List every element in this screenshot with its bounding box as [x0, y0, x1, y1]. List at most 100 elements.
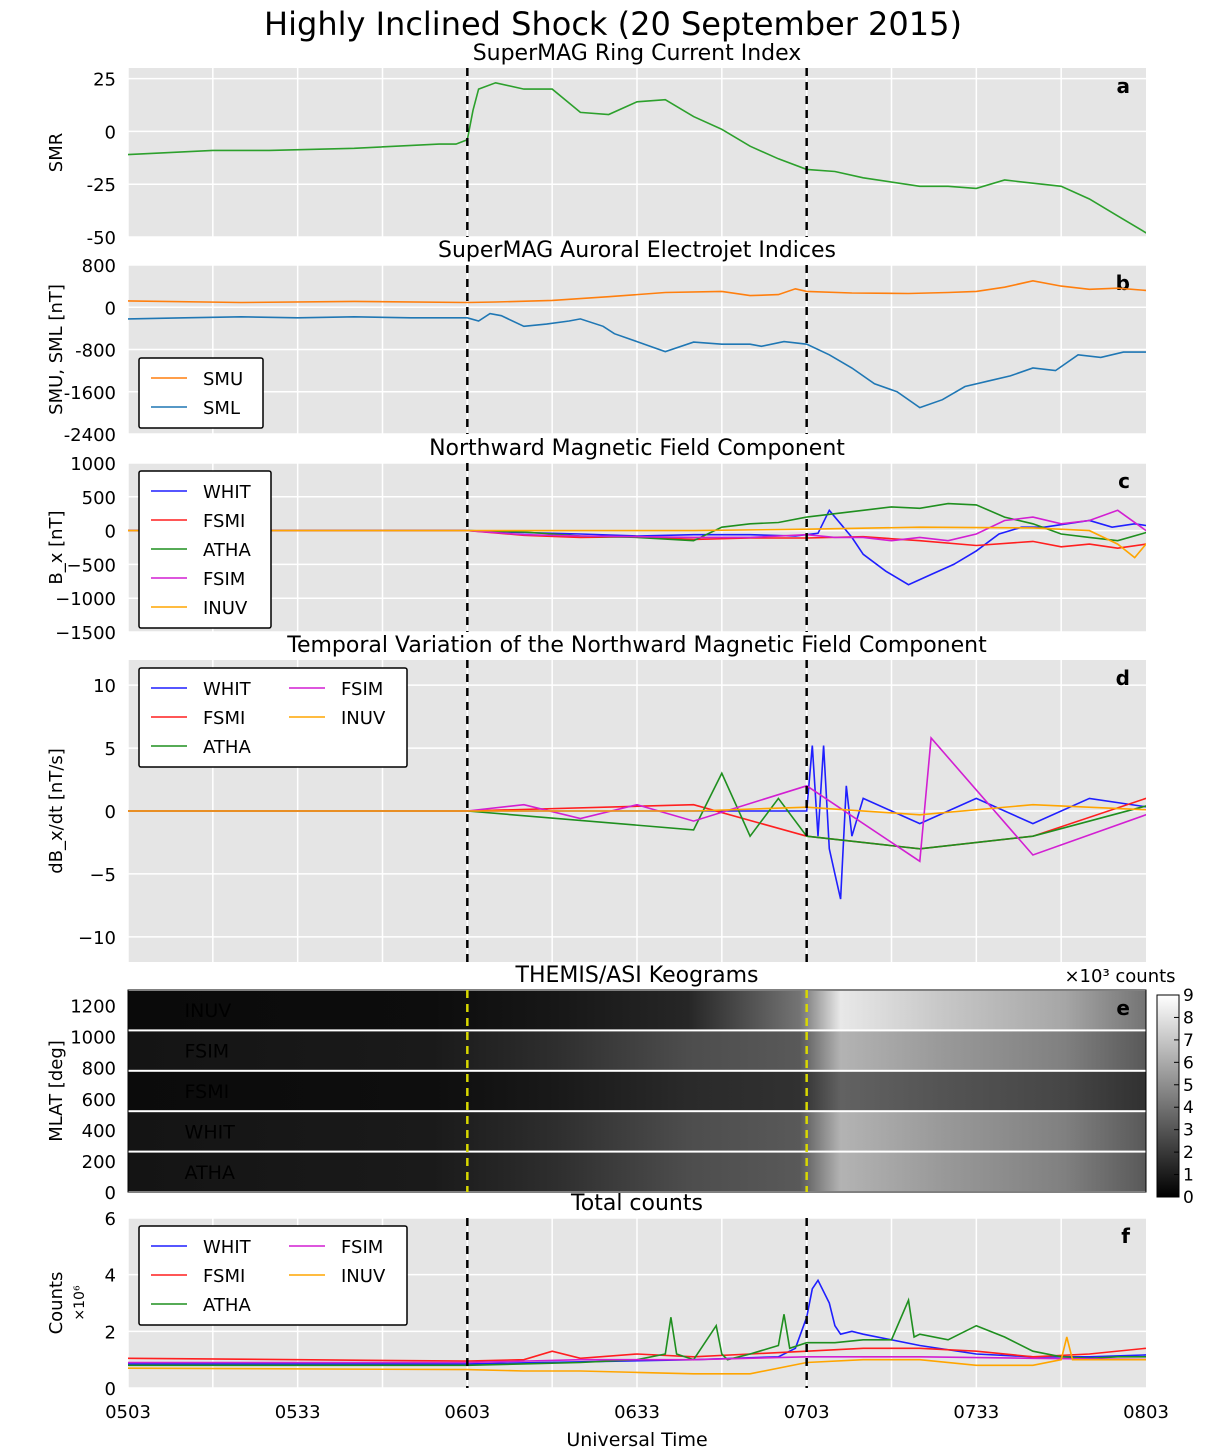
series-line-sml: [128, 312, 1146, 409]
colorbar-tick-label: 3: [1183, 1121, 1194, 1141]
x-tick-label: 0633: [614, 1402, 660, 1423]
x-tick-label: 0803: [1123, 1402, 1169, 1423]
legend-box: [138, 357, 264, 429]
colorbar-tick-label: 2: [1183, 1143, 1194, 1163]
y-tick-label: 4: [105, 1266, 116, 1287]
keogram-frame: [127, 989, 1147, 1193]
panel-b: SuperMAG Auroral Electrojet Indices b 800 0…: [46, 238, 1146, 446]
keogram-strip: [128, 1071, 1146, 1111]
series-line-smr: [128, 81, 1146, 234]
legend-label: INUV: [341, 1266, 386, 1287]
legend-label: WHIT: [203, 1237, 252, 1258]
panel-title: Northward Magnetic Field Component: [429, 436, 845, 461]
panel-title: Temporal Variation of the Northward Magn…: [286, 633, 987, 658]
y-tick-label: −5: [89, 865, 116, 886]
y-tick-label: 1000: [70, 1028, 116, 1049]
keogram-strip: [128, 1152, 1146, 1191]
legend-label: SMU: [203, 369, 243, 390]
panel-letter: e: [1116, 996, 1130, 1020]
colorbar-tick-label: 4: [1183, 1098, 1194, 1118]
legend: WHIT FSMI ATHA FSIM INUV: [138, 667, 408, 768]
panel-title: SuperMAG Ring Current Index: [473, 41, 802, 66]
y-tick-label: -25: [87, 175, 116, 196]
x-axis-label: Universal Time: [566, 1429, 707, 1451]
legend: WHIT FSMI ATHA FSIM INUV: [138, 1225, 408, 1326]
legend-label: INUV: [203, 598, 248, 619]
y-tick-label: 2: [105, 1322, 116, 1343]
y-axis-multiplier: ×10⁶: [72, 1285, 88, 1321]
legend-label: FSIM: [341, 1237, 383, 1258]
series-line-inuv: [128, 1336, 1146, 1375]
y-tick-label: −10: [78, 928, 116, 949]
y-tick-label: 25: [93, 70, 116, 91]
legend-label: FSIM: [203, 569, 245, 590]
panel-letter: d: [1116, 666, 1130, 690]
y-tick-label: -2400: [64, 425, 116, 446]
y-tick-label: 800: [82, 1059, 116, 1080]
panel-title: THEMIS/ASI Keograms: [515, 963, 759, 988]
series-line-atha: [128, 1297, 1146, 1367]
y-tick-label: 10: [93, 676, 116, 697]
y-tick-label: 0: [105, 1183, 116, 1204]
y-tick-label: -1600: [64, 383, 116, 404]
panel-letter: a: [1117, 74, 1131, 98]
x-tick-label: 0703: [784, 1402, 830, 1423]
y-tick-label: 0: [105, 298, 116, 319]
y-tick-label: 0: [105, 1379, 116, 1400]
legend-label: SML: [203, 398, 240, 419]
figure-title: Highly Inclined Shock (20 September 2015…: [264, 5, 962, 43]
colorbar-tick-label: 8: [1183, 1008, 1194, 1028]
legend: SMU SML: [138, 357, 264, 429]
series-line-fsim: [128, 509, 1146, 542]
panel-d: Temporal Variation of the Northward Magn…: [46, 633, 1146, 962]
keogram-station-label: ATHA: [185, 1162, 235, 1184]
keogram-station-label: FSIM: [185, 1041, 230, 1063]
series-line-smu: [128, 279, 1146, 304]
y-tick-label: 1000: [70, 454, 116, 475]
colorbar-tick-label: 0: [1183, 1188, 1194, 1208]
colorbar-tick-label: 6: [1183, 1053, 1194, 1073]
keogram-station-label: FSMI: [185, 1081, 230, 1103]
colorbar-tick-label: 1: [1183, 1166, 1194, 1186]
series-line-fsim: [128, 736, 1146, 863]
series-line-atha: [128, 771, 1146, 850]
colorbar-tick-label: 7: [1183, 1031, 1194, 1051]
legend-label: FSMI: [203, 708, 245, 729]
y-axis-label: Counts: [46, 1272, 67, 1335]
y-tick-label: −500: [67, 555, 116, 576]
legend-label: FSMI: [203, 511, 245, 532]
y-axis-label: MLAT [deg]: [46, 1040, 67, 1142]
x-tick-label: 0503: [105, 1402, 151, 1423]
y-tick-label: −1500: [55, 623, 116, 644]
colorbar-tick-label: 5: [1183, 1076, 1194, 1096]
legend-label: WHIT: [203, 679, 252, 700]
x-tick-label: 0733: [953, 1402, 999, 1423]
panel-a: SuperMAG Ring Current Index a 25 0 -25 -50 SMR: [46, 41, 1146, 249]
y-axis-label: dB_x/dt [nT/s]: [46, 748, 67, 874]
legend-label: ATHA: [203, 1295, 251, 1316]
colorbar-label: ×10³ counts: [1064, 966, 1175, 987]
legend: WHIT FSMI ATHA FSIM INUV: [138, 470, 272, 629]
keogram-strip: [128, 991, 1146, 1030]
colorbar-tick-label: 9: [1183, 986, 1194, 1006]
x-tick-label: 0533: [275, 1402, 321, 1423]
panel-title: Total counts: [570, 1191, 703, 1216]
panel-letter: c: [1118, 469, 1130, 493]
y-tick-label: 800: [82, 256, 116, 277]
y-tick-label: 600: [82, 1090, 116, 1111]
y-tick-label: 0: [105, 522, 116, 543]
y-tick-label: 1200: [70, 997, 116, 1018]
y-tick-label: 200: [82, 1152, 116, 1173]
panel-title: SuperMAG Auroral Electrojet Indices: [438, 238, 836, 263]
x-tick-label: 0603: [444, 1402, 490, 1423]
y-tick-label: 6: [105, 1209, 116, 1230]
legend-label: ATHA: [203, 540, 251, 561]
panel-c: Northward Magnetic Field Component c 1000 5…: [46, 436, 1146, 644]
y-axis-label: SMR: [46, 133, 67, 172]
y-tick-label: 500: [82, 488, 116, 509]
series-line-inuv: [128, 526, 1146, 559]
y-tick-label: 5: [105, 739, 116, 760]
keogram-strip: [128, 1112, 1146, 1151]
